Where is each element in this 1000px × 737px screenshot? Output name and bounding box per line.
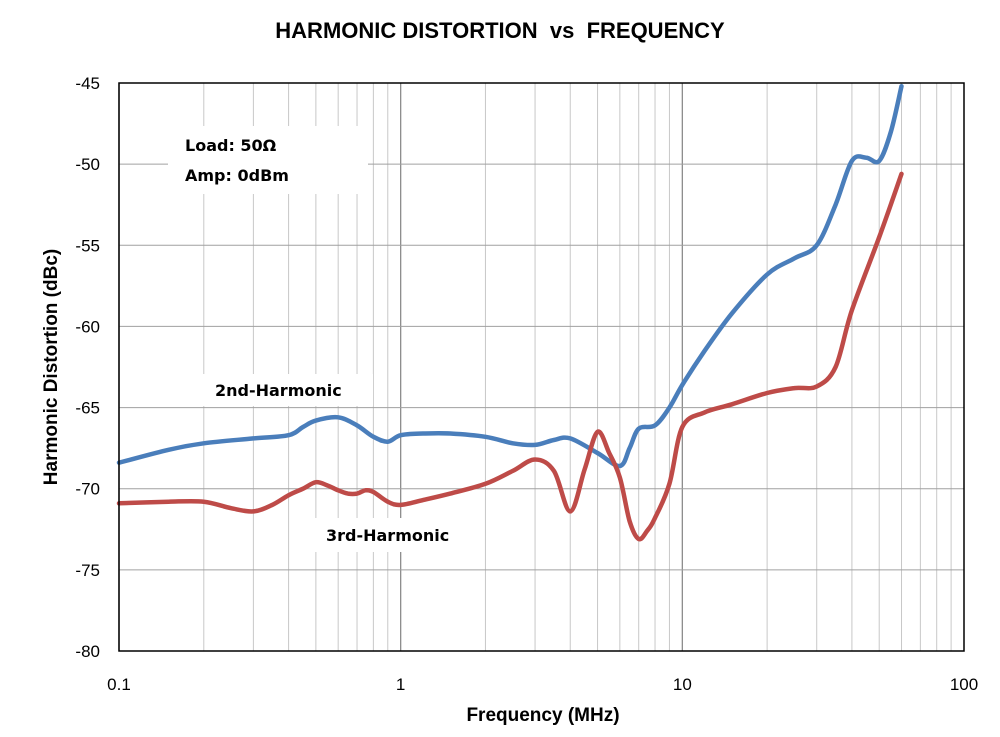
- amp-annotation: Amp: 0dBm: [185, 166, 289, 185]
- annotation-background: [195, 374, 373, 406]
- x-axis-title: Frequency (MHz): [466, 705, 619, 726]
- y-tick-label: -70: [75, 480, 100, 499]
- x-tick-labels: 0.1 1 10 100: [107, 675, 978, 694]
- y-tick-label: -60: [75, 317, 100, 336]
- chart-title: HARMONIC DISTORTION vs FREQUENCY: [275, 18, 725, 43]
- y-tick-label: -55: [75, 236, 100, 255]
- y-tick-label: -75: [75, 561, 100, 580]
- y-tick-label: -45: [75, 74, 100, 93]
- series-layer: [116, 83, 904, 542]
- x-tick-label: 1: [396, 675, 405, 694]
- y-tick-label: -50: [75, 155, 100, 174]
- annotation-background: [305, 518, 475, 552]
- x-tick-label: 100: [950, 675, 978, 694]
- y-tick-labels: -45 -50 -55 -60 -65 -70 -75 -80: [75, 74, 100, 661]
- series-line-3rd-harmonic: [116, 171, 904, 542]
- y-tick-label: -65: [75, 399, 100, 418]
- third-harmonic-label: 3rd-Harmonic: [326, 526, 449, 545]
- series-line-2nd-harmonic: [116, 83, 904, 469]
- annotation-background: [168, 126, 368, 194]
- annotation-boxes: [168, 126, 475, 552]
- y-axis-title: Harmonic Distortion (dBc): [41, 249, 62, 485]
- plot-frame: [118, 82, 965, 652]
- y-tick-label: -80: [75, 642, 100, 661]
- load-annotation: Load: 50Ω: [185, 136, 277, 155]
- second-harmonic-label: 2nd-Harmonic: [215, 381, 342, 400]
- x-tick-label: 0.1: [107, 675, 131, 694]
- x-tick-label: 10: [673, 675, 692, 694]
